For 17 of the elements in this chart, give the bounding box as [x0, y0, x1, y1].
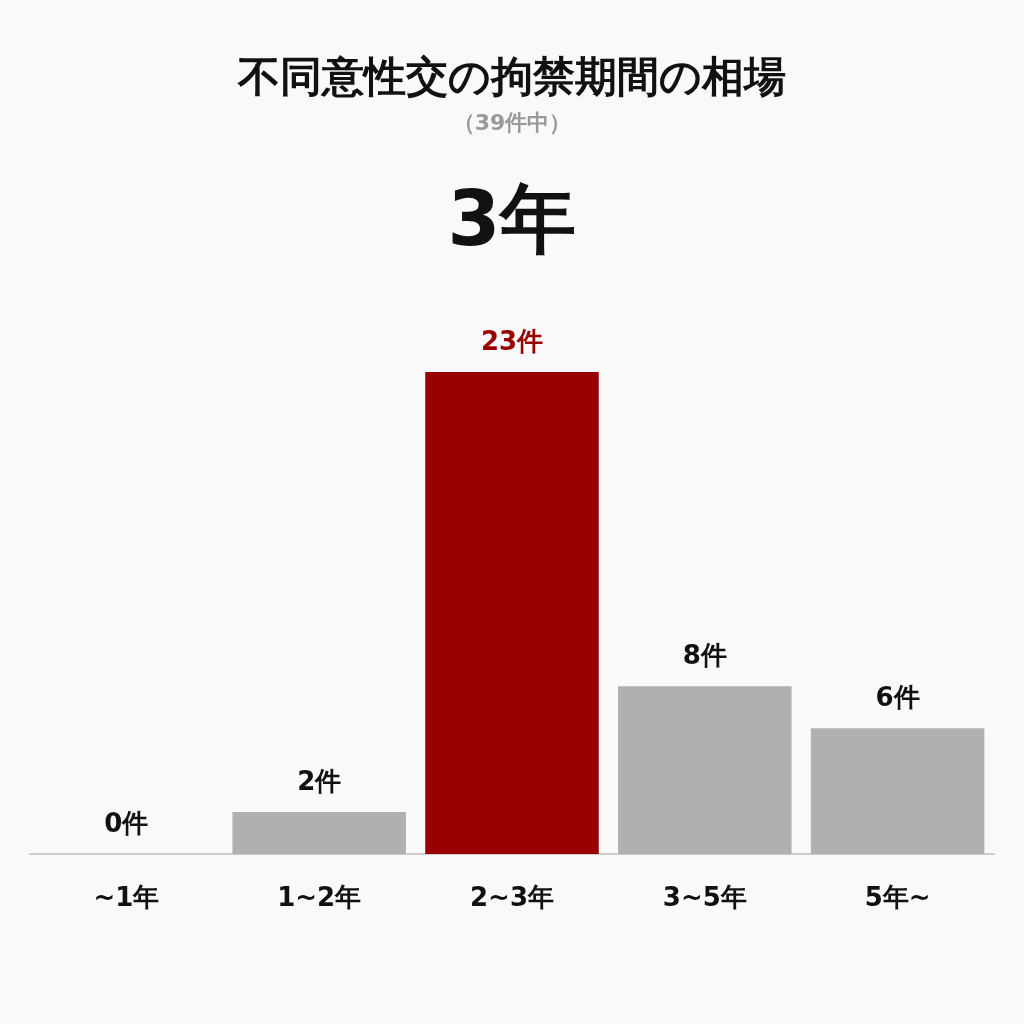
data-label: 23件 [480, 325, 544, 356]
text: 3年 [447, 173, 577, 263]
bar [232, 812, 406, 854]
chart-title: 不同意性交の拘禁期間の相場 [237, 51, 786, 101]
data-label: 2件 [297, 766, 342, 797]
x-tick-label: 2~3年 [470, 882, 554, 912]
bar [618, 686, 792, 854]
x-tick-label: 3~5年 [662, 882, 747, 912]
bar [425, 371, 599, 854]
bar [810, 728, 985, 854]
x-tick-label: 1~2年 [277, 882, 362, 912]
data-label: 8件 [682, 640, 727, 671]
data-label: 0件 [104, 808, 149, 838]
data-label: 6件 [875, 682, 920, 713]
chart-subtitle: （39件中） [452, 109, 572, 135]
x-tick-label: ~1年 [93, 882, 160, 912]
x-tick-label: 5年~ [864, 882, 931, 912]
